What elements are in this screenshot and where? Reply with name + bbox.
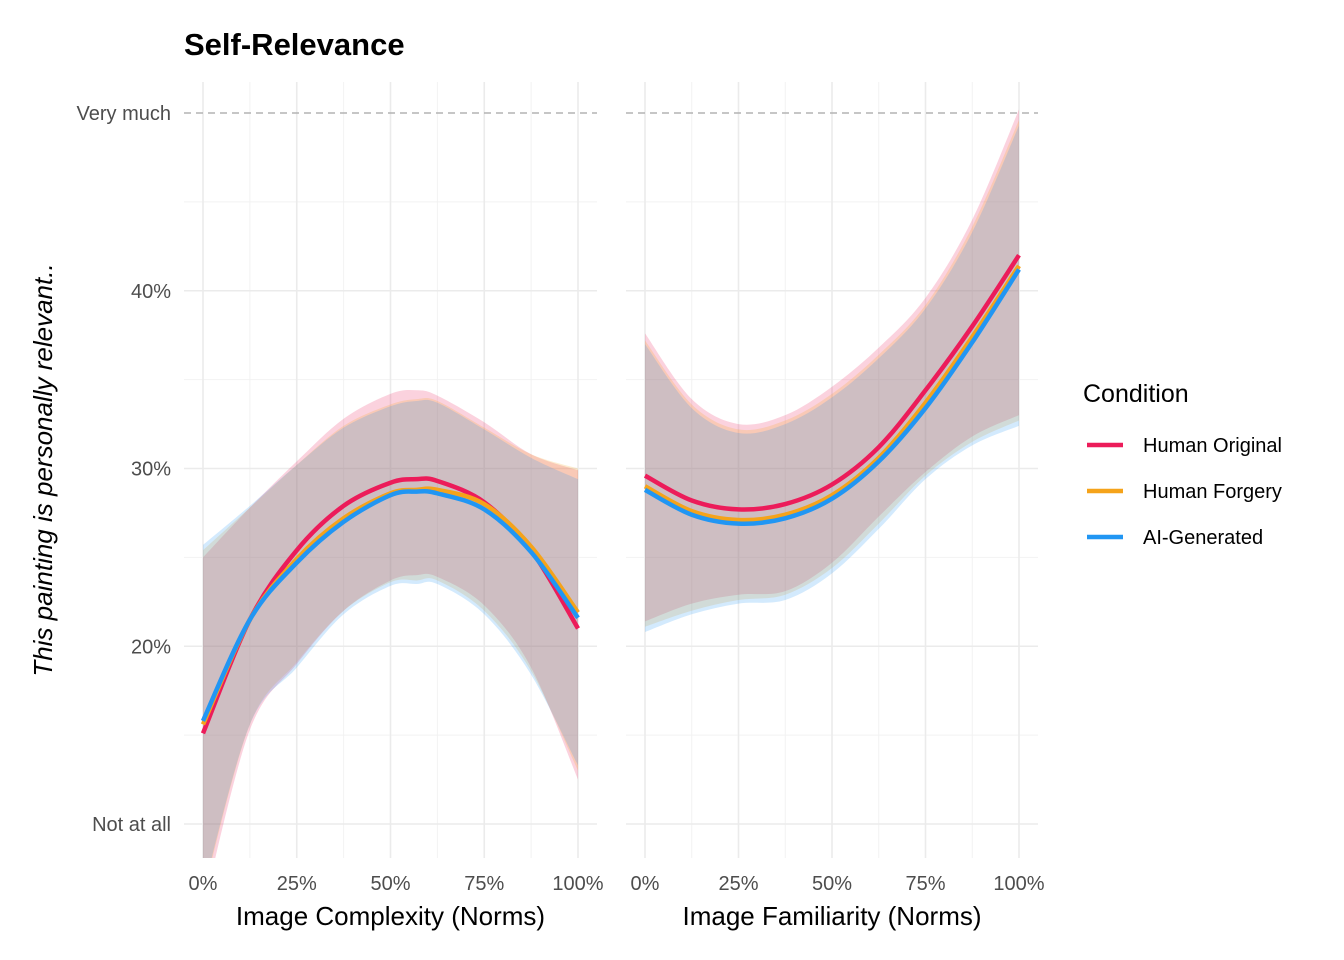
x-tick-label: 100% [552, 873, 603, 895]
confidence-band-human-forgery [645, 120, 1019, 627]
legend-label: AI-Generated [1143, 527, 1263, 549]
y-tick-label: 40% [131, 281, 171, 303]
line-human-original [643, 253, 1021, 512]
y-tick-label: 20% [131, 636, 171, 658]
x-axis-title: Image Complexity (Norms) [236, 901, 545, 931]
x-tick-label: 75% [464, 873, 504, 895]
x-tick-label: 25% [718, 873, 758, 895]
confidence-band-ai-generated [203, 399, 578, 858]
y-tick-label: Very much [77, 103, 171, 125]
confidence-band-human-forgery [203, 398, 578, 858]
panel-image-familiarity: 0% 25% 50% 75% 100% Image Familiarity (Norms) [626, 82, 1045, 931]
line-ai-generated [200, 489, 580, 722]
legend-label: Human Forgery [1143, 481, 1282, 503]
chart-title: Self-Relevance [184, 27, 405, 62]
confidence-band-human-original [645, 109, 1019, 622]
x-tick-label: 0% [189, 873, 218, 895]
x-tick-label: 25% [277, 873, 317, 895]
panel-image-complexity: 0% 25% 50% 75% 100% Image Complexity (Norms) [184, 82, 604, 931]
legend-title: Condition [1083, 380, 1189, 408]
legend-item: Human Original [1087, 435, 1282, 457]
line-human-forgery [643, 264, 1021, 523]
x-axis-title: Image Familiarity (Norms) [682, 901, 981, 931]
legend-item: AI-Generated [1087, 527, 1263, 549]
confidence-band-ai-generated [645, 125, 1019, 633]
x-tick-label: 0% [631, 873, 660, 895]
legend-label: Human Original [1143, 435, 1282, 457]
y-tick-label: Not at all [92, 814, 171, 836]
y-axis-title: This painting is personally relevant.. [28, 263, 58, 676]
x-tick-label: 50% [812, 873, 852, 895]
x-tick-label: 75% [905, 873, 945, 895]
x-tick-label: 100% [993, 873, 1044, 895]
y-axis-ticks: Not at all 20% 30% 40% Very much [77, 103, 172, 836]
legend: Condition Human Original Human Forgery AI-… [1083, 380, 1282, 549]
y-tick-label: 30% [131, 459, 171, 481]
x-tick-label: 50% [370, 873, 410, 895]
line-ai-generated [643, 268, 1021, 526]
legend-item: Human Forgery [1087, 481, 1282, 503]
